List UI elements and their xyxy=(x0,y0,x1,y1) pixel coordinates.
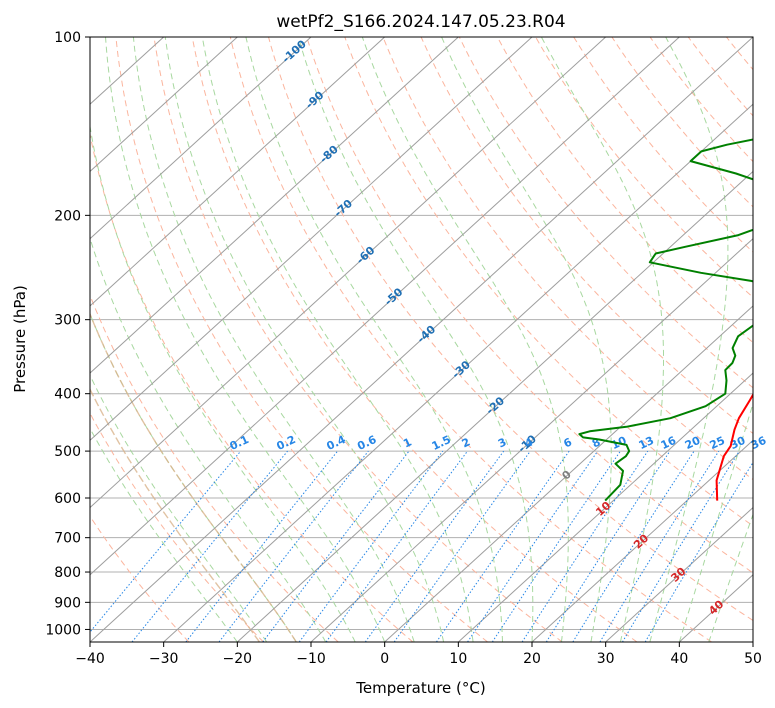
y-tick-label: 600 xyxy=(54,491,81,507)
moist-adiabat xyxy=(90,427,238,642)
dry-adiabat xyxy=(229,37,712,642)
y-tick-label: 500 xyxy=(54,444,81,460)
moist-adiabat xyxy=(540,37,664,642)
mixing-ratio-line xyxy=(364,450,505,642)
moist-adiabat xyxy=(90,236,327,642)
mixing-ratio-line xyxy=(545,450,671,642)
mixing-ratio-line xyxy=(435,450,570,642)
moist-adiabat xyxy=(361,37,569,642)
dry-adiabat xyxy=(306,37,753,574)
isotherm-line xyxy=(90,37,312,240)
x-axis: −40 −30 −20 −10 0 10 20 30 40 50 xyxy=(75,642,762,667)
x-tick-label: 40 xyxy=(670,651,688,667)
profiles xyxy=(578,138,753,502)
mixing-ratio-label: 20 xyxy=(683,434,703,452)
moist-adiabat xyxy=(708,513,753,642)
isotherm-line xyxy=(384,305,753,642)
moist-adiabat xyxy=(678,401,753,642)
isotherm-line xyxy=(605,506,753,642)
isotherm-line xyxy=(90,37,753,642)
dry-adiabat xyxy=(649,37,753,163)
isotherm-line xyxy=(90,37,533,442)
dry-adiabat xyxy=(191,37,638,642)
x-tick-label: 20 xyxy=(523,651,541,667)
dry-adiabat xyxy=(382,37,753,481)
dry-adiabat xyxy=(420,37,753,435)
isotherm-line xyxy=(163,103,753,642)
isotherm-line xyxy=(531,439,753,642)
isotherm-line xyxy=(457,372,753,642)
dewpoint-profile-line xyxy=(578,138,753,502)
plot-frame xyxy=(89,36,754,643)
x-tick-label: 10 xyxy=(449,651,467,667)
moist-adiabat xyxy=(649,37,729,642)
dry-adiabat xyxy=(496,37,753,344)
isotherm-line xyxy=(90,37,238,173)
y-tick-label: 800 xyxy=(54,565,81,581)
mixing-ratio-label: 36 xyxy=(749,434,769,452)
isotherm-line xyxy=(90,37,459,374)
dry-adiabat xyxy=(90,293,339,642)
x-tick-label: −40 xyxy=(75,651,105,667)
y-tick-label: 300 xyxy=(54,313,81,329)
background-lines xyxy=(90,37,753,642)
y-tick-label: 100 xyxy=(54,30,81,46)
mixing-ratio-line xyxy=(325,450,468,642)
mixing-ratio-line xyxy=(298,450,444,642)
isotherm-line xyxy=(310,237,753,642)
x-tick-label: −10 xyxy=(296,651,326,667)
moist-adiabat xyxy=(441,37,612,642)
y-tick-label: 1000 xyxy=(45,622,81,638)
isotherm-line xyxy=(90,37,386,307)
x-tick-label: 30 xyxy=(597,651,615,667)
y-tick-label: 200 xyxy=(54,208,81,224)
moist-adiabat xyxy=(90,123,356,642)
dry-adiabat xyxy=(458,37,753,389)
mixing-ratio-line xyxy=(521,450,649,642)
dry-adiabat xyxy=(153,37,563,642)
isotherm-line xyxy=(90,37,680,576)
mixing-ratio-label: 16 xyxy=(659,434,679,452)
moist-adiabat xyxy=(90,374,268,642)
y-tick-label: 700 xyxy=(54,531,81,547)
x-axis-title: Temperature (°C) xyxy=(355,679,485,697)
mixing-ratio-label: 13 xyxy=(637,434,656,452)
dendritic-line xyxy=(90,312,297,642)
moist-adiabat xyxy=(164,37,445,642)
mixing-ratio-line xyxy=(572,450,695,642)
mixing-ratio-line xyxy=(262,450,410,642)
chart-title: wetPf2_S166.2024.147.05.23.R04 xyxy=(276,12,565,32)
moist-adiabat xyxy=(245,37,503,642)
dendritic-line xyxy=(90,387,260,642)
mixing-ratio-label: 25 xyxy=(708,434,727,452)
mixing-ratio-line xyxy=(393,450,531,642)
moist-adiabat xyxy=(201,37,474,642)
mixing-ratio-line xyxy=(90,450,242,633)
dry-adiabat xyxy=(115,37,488,642)
y-axis: 100 200 300 400 500 600 700 800 900 1000 xyxy=(45,30,90,638)
y-tick-label: 900 xyxy=(54,595,81,611)
mixing-ratio-line xyxy=(621,450,740,642)
isotherm-line xyxy=(236,170,753,642)
x-tick-label: −30 xyxy=(149,651,179,667)
mixing-ratio-line xyxy=(131,450,288,642)
x-tick-label: 50 xyxy=(744,651,762,667)
y-tick-label: 400 xyxy=(54,387,81,403)
dry-adiabat xyxy=(90,131,414,642)
x-tick-label: 0 xyxy=(380,651,389,667)
isotherm-line xyxy=(90,37,607,509)
moist-adiabat xyxy=(297,37,534,642)
temperature-profile-line xyxy=(715,392,753,501)
y-axis-title: Pressure (hPa) xyxy=(11,285,29,393)
dry-adiabat xyxy=(268,37,753,622)
dry-adiabat xyxy=(573,37,753,253)
x-tick-label: −20 xyxy=(223,651,253,667)
moist-adiabat xyxy=(105,37,386,642)
dry-adiabat xyxy=(344,37,753,527)
mixing-ratio-line xyxy=(185,450,338,642)
dry-adiabat xyxy=(90,412,264,642)
